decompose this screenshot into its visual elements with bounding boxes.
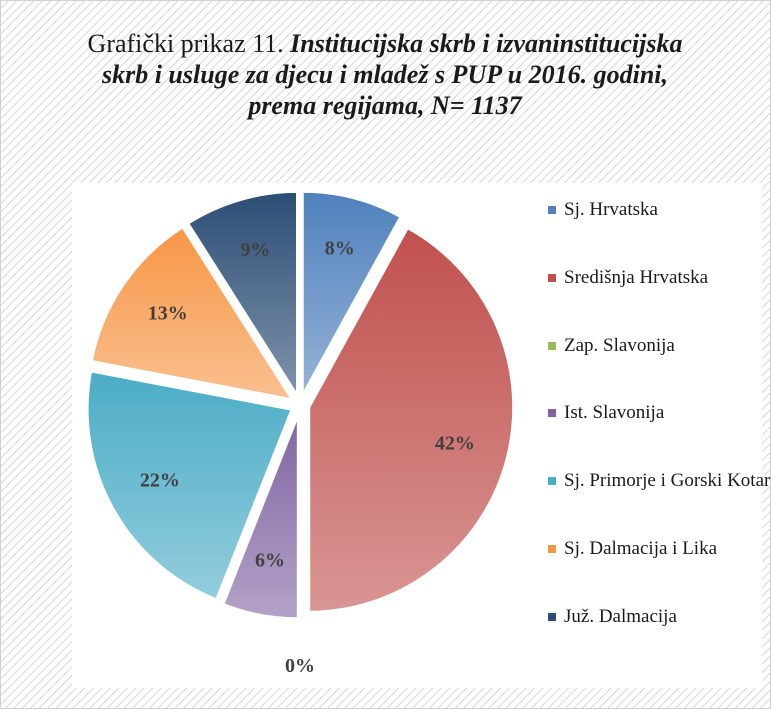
data-label: 6%: [255, 550, 285, 572]
legend-item: Juž. Dalmacija: [546, 604, 771, 629]
chart-title: Grafički prikaz 11. Institucijska skrb i…: [75, 28, 695, 121]
legend-swatch: [548, 409, 556, 418]
data-label: 22%: [140, 470, 180, 492]
pie-slice: [300, 189, 404, 398]
legend-label: Sj. Primorje i Gorski Kotar: [564, 470, 771, 492]
legend-label: Zap. Slavonija: [564, 334, 675, 356]
data-label: 42%: [435, 432, 475, 454]
pie-slice: [220, 413, 300, 621]
title-prefix: Grafički prikaz 11.: [87, 29, 284, 58]
legend-label: Središnja Hrvatska: [564, 266, 709, 288]
data-label: 9%: [240, 239, 270, 261]
legend-swatch: [548, 273, 556, 282]
data-label: 13%: [148, 303, 188, 325]
legend-swatch: [548, 206, 556, 214]
legend-label: Juž. Dalmacija: [564, 605, 677, 627]
legend-label: Ist. Slavonija: [564, 402, 665, 424]
legend-label: Sj. Dalmacija i Lika: [564, 538, 718, 559]
pie-slice: [307, 225, 516, 614]
title-text: Institucijska skrb i izvaninstitucijska …: [101, 29, 683, 120]
legend-item: Središnja Hrvatska: [546, 265, 771, 290]
pie-slice: [85, 369, 295, 602]
data-label: 8%: [325, 238, 355, 260]
legend-swatch: [548, 612, 556, 621]
pie-slice: [185, 189, 299, 402]
legend-swatch: [548, 341, 556, 350]
data-label: 0%: [285, 655, 315, 677]
legend-label: Sj. Hrvatska: [564, 199, 658, 220]
legend-item: Sj. Primorje i Gorski Kotar: [546, 468, 771, 493]
legend-item: Ist. Slavonija: [546, 400, 771, 425]
legend-swatch: [548, 477, 556, 486]
pie-slice: [89, 224, 296, 403]
legend-item: Sj. Hrvatska: [546, 197, 771, 222]
legend-swatch: [548, 545, 556, 553]
legend-item: Sj. Dalmacija i Lika: [546, 536, 771, 561]
legend-item: Zap. Slavonija: [546, 333, 771, 358]
